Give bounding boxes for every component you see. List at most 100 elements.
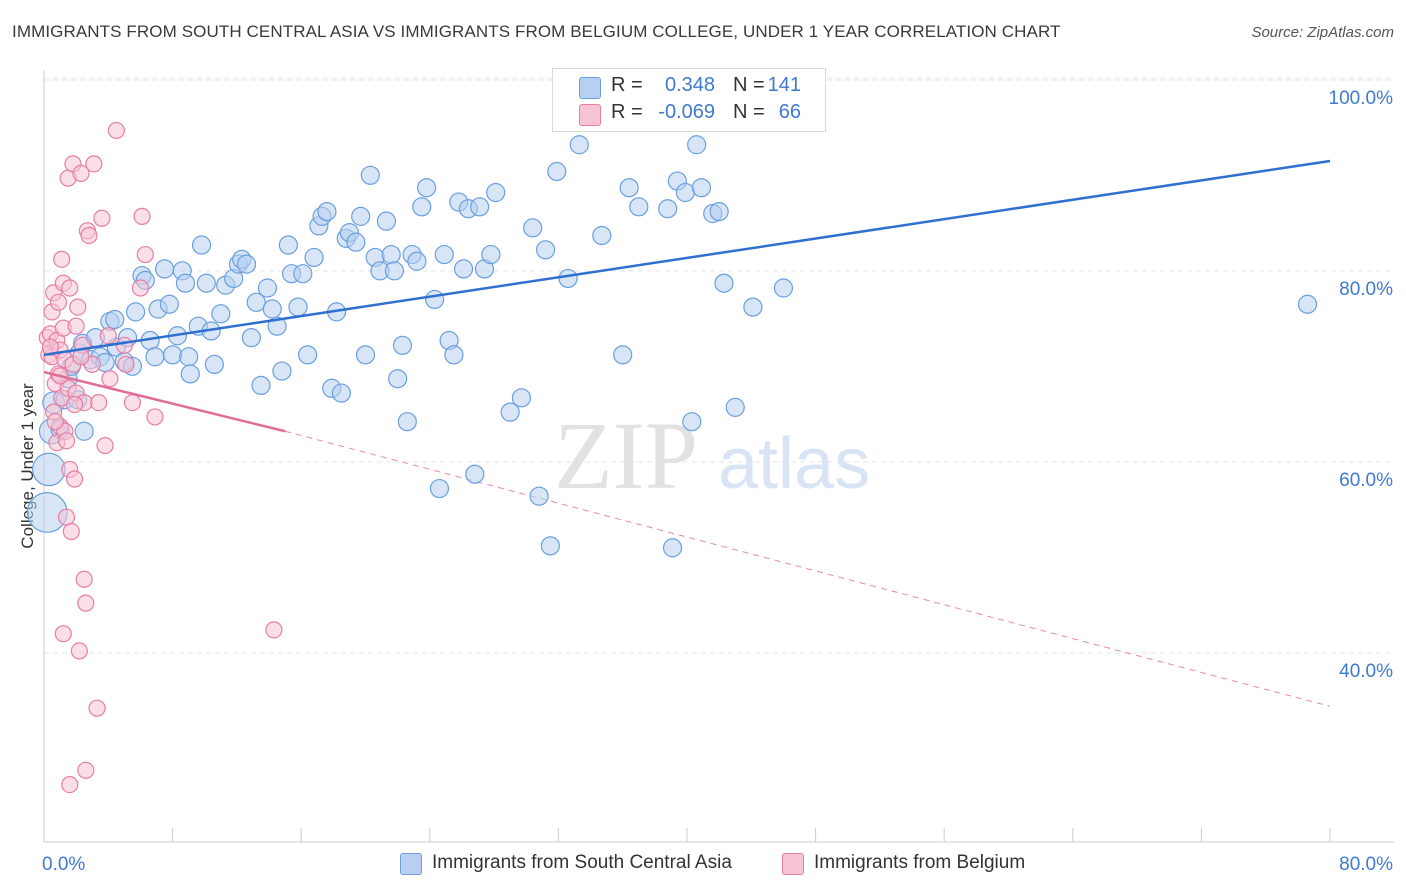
point-belgium [96, 436, 114, 455]
point-south-central-asia [267, 316, 287, 336]
watermark: ZIP atlas [554, 402, 870, 509]
point-south-central-asia [773, 278, 794, 298]
point-south-central-asia [481, 244, 501, 265]
point-belgium [90, 394, 108, 412]
legend-r-label: R = [611, 74, 643, 96]
point-belgium [146, 408, 164, 426]
legend-r-value: -0.069 [658, 101, 715, 123]
point-south-central-asia [175, 273, 196, 293]
point-belgium [61, 775, 79, 794]
point-south-central-asia [360, 165, 380, 185]
point-belgium [75, 570, 93, 588]
point-south-central-asia [511, 388, 532, 408]
point-south-central-asia [381, 244, 401, 265]
point-south-central-asia [351, 206, 371, 226]
point-south-central-asia [523, 218, 543, 238]
tick-labels: 40.0% 60.0% 80.0% 100.0% 0.0% 80.0% [42, 88, 1393, 875]
x-tick-label: 80.0% [1339, 854, 1393, 875]
point-south-central-asia [179, 347, 199, 367]
point-south-central-asia [416, 178, 437, 198]
point-south-central-asia [74, 421, 94, 441]
point-south-central-asia [241, 328, 261, 348]
point-belgium [61, 279, 79, 297]
point-belgium [131, 279, 150, 297]
point-belgium [49, 293, 68, 311]
point-south-central-asia [346, 232, 366, 252]
point-south-central-asia [709, 202, 729, 222]
point-belgium [101, 370, 119, 388]
legend-swatch-pink [579, 104, 601, 126]
point-south-central-asia [293, 264, 313, 284]
point-south-central-asia [662, 538, 683, 558]
legend-r-value: 0.348 [664, 74, 715, 96]
legend-r-label: R = [611, 101, 643, 123]
trend-line-south-central-asia [43, 159, 1331, 357]
point-belgium [65, 470, 84, 488]
point-south-central-asia [412, 197, 432, 217]
stats-legend: R = 0.348 N = 141 R = -0.069 N = 66 [552, 68, 826, 132]
trend-line-belgium [43, 370, 286, 433]
point-south-central-asia [687, 135, 707, 155]
point-south-central-asia [453, 259, 474, 279]
point-south-central-asia [32, 452, 66, 487]
point-south-central-asia [236, 254, 257, 274]
point-belgium [85, 155, 103, 173]
point-south-central-asia [691, 178, 712, 198]
legend-n-value: 141 [767, 74, 801, 96]
point-south-central-asia [196, 273, 216, 293]
point-south-central-asia [388, 369, 408, 389]
trend-lines [284, 430, 1331, 707]
bottom-legend-label-blue: Immigrants from South Central Asia [432, 852, 732, 873]
point-south-central-asia [558, 268, 578, 289]
point-south-central-asia [355, 345, 376, 365]
point-south-central-asia [725, 397, 745, 417]
point-south-central-asia [470, 197, 490, 217]
point-belgium [115, 336, 133, 354]
point-south-central-asia [251, 375, 271, 396]
point-belgium [65, 395, 84, 414]
y-tick-label: 40.0% [1339, 661, 1393, 682]
legend-n-label: N = [733, 74, 765, 96]
point-south-central-asia [392, 335, 413, 355]
point-belgium [77, 761, 95, 779]
point-south-central-asia [204, 354, 224, 374]
y-tick-label: 80.0% [1339, 279, 1393, 300]
bottom-legend-swatch-pink [782, 853, 804, 875]
point-south-central-asia [298, 345, 318, 365]
point-belgium [46, 413, 64, 431]
bottom-legend-label-pink: Immigrants from Belgium [814, 852, 1026, 873]
watermark-zip: ZIP [554, 402, 698, 509]
point-south-central-asia [180, 364, 200, 384]
point-belgium [70, 642, 88, 660]
point-south-central-asia [257, 278, 278, 298]
point-south-central-asia [278, 235, 298, 255]
point-belgium [80, 226, 98, 245]
point-south-central-asia [500, 402, 520, 422]
point-south-central-asia [376, 211, 396, 231]
point-south-central-asia [629, 197, 649, 217]
point-south-central-asia [613, 345, 633, 365]
point-south-central-asia [486, 182, 506, 203]
trend-line-belgium-extended [284, 430, 1331, 707]
point-south-central-asia [331, 383, 351, 403]
legend-swatch-blue [579, 77, 601, 99]
point-south-central-asia [682, 412, 702, 432]
y-tick-label: 100.0% [1329, 88, 1394, 109]
point-belgium [53, 250, 71, 268]
point-belgium [62, 522, 80, 541]
chart-title: IMMIGRANTS FROM SOUTH CENTRAL ASIA VS IM… [12, 22, 1061, 41]
legend-row-pink: R = -0.069 N = 66 [553, 101, 825, 127]
point-south-central-asia [425, 289, 445, 310]
point-south-central-asia [154, 259, 175, 279]
point-south-central-asia [407, 251, 427, 271]
point-belgium [136, 245, 154, 264]
point-belgium [57, 432, 76, 450]
point-belgium [107, 121, 125, 140]
point-south-central-asia [288, 297, 308, 317]
point-south-central-asia [743, 297, 763, 317]
point-south-central-asia [126, 302, 146, 322]
point-belgium [88, 699, 106, 717]
point-south-central-asia [658, 199, 678, 219]
point-south-central-asia [262, 299, 282, 319]
